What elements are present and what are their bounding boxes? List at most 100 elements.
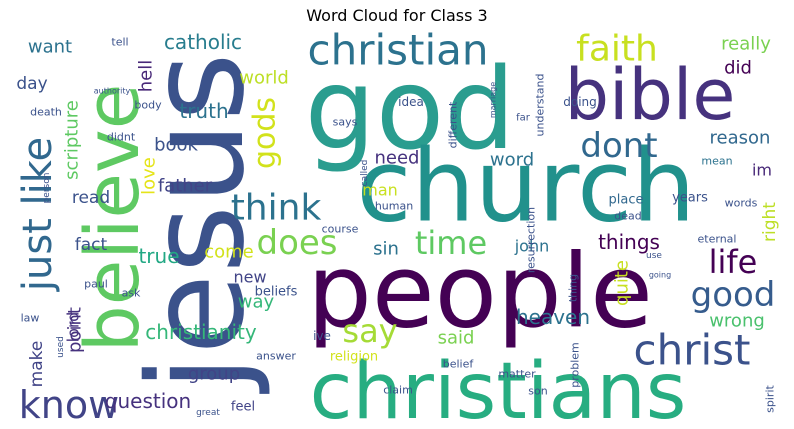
word-words: words (725, 197, 758, 210)
word-true: true (138, 244, 179, 268)
word-dead: dead (614, 210, 641, 223)
word-reason: reason (710, 128, 771, 149)
word-resurrection: resurrection (525, 207, 538, 273)
word-matter: matter (498, 368, 536, 381)
word-law: law (21, 312, 40, 325)
word-answer: answer (256, 350, 296, 363)
word-heaven: heaven (516, 305, 590, 329)
word-group: group (188, 364, 240, 385)
word-believe: believe (70, 84, 156, 352)
word-different: different (447, 101, 460, 148)
chart-title: Word Cloud for Class 3 (306, 6, 488, 25)
word-great: great (196, 408, 220, 418)
word-feel: feel (231, 400, 255, 415)
word-said: said (438, 328, 475, 349)
word-doing: doing (563, 95, 597, 109)
word-truth: truth (179, 99, 228, 123)
word-christians: christians (310, 347, 687, 429)
word-does: does (256, 223, 337, 263)
word-didnt: didnt (107, 131, 136, 144)
word-read: read (72, 188, 110, 208)
word-human: human (375, 200, 413, 213)
word-right: right (760, 202, 780, 242)
word-world: world (239, 68, 289, 89)
word-called: called (360, 160, 370, 187)
word-life: life (709, 243, 758, 281)
word-gods: gods (248, 97, 283, 169)
word-wrong: wrong (709, 311, 765, 332)
word-mean: mean (701, 155, 732, 168)
word-person: person (42, 173, 52, 204)
word-question: question (105, 389, 191, 413)
word-used: used (56, 336, 66, 358)
word-father: father (158, 176, 213, 197)
word-point: point (65, 307, 86, 353)
word-jesus: jesus (120, 52, 274, 394)
word-way: way (238, 292, 275, 313)
word-day: day (16, 74, 47, 94)
word-death: death (30, 106, 62, 119)
word-book: book (154, 135, 198, 156)
word-belief: belief (443, 358, 475, 371)
word-christian: christian (307, 26, 488, 75)
word-fact: fact (75, 235, 108, 255)
word-scripture: scripture (62, 100, 83, 180)
word-think: think (231, 188, 322, 229)
word-far: far (516, 113, 531, 124)
word-thing: thing (567, 274, 580, 302)
word-make: make (27, 341, 47, 388)
word-hell: hell (136, 60, 157, 92)
word-need: need (375, 148, 420, 169)
word-understand: understand (534, 74, 547, 137)
word-time: time (415, 224, 487, 262)
word-word: word (490, 150, 534, 171)
word-did: did (724, 58, 752, 79)
word-quite: quite (612, 260, 633, 306)
word-ive: ive (313, 329, 331, 343)
word-people: people (307, 233, 653, 352)
word-come: come (204, 242, 254, 263)
word-want: want (28, 37, 72, 58)
word-religion: religion (330, 350, 378, 365)
word-new: new (233, 268, 266, 287)
word-christ: christ (634, 326, 751, 375)
word-god: god (305, 45, 516, 175)
word-marriage: marriage (489, 82, 498, 118)
word-just-like: just like (15, 137, 61, 292)
word-problem: problem (569, 342, 582, 388)
word-authority: authority (94, 87, 131, 96)
word-spirit: spirit (764, 384, 777, 412)
word-really: really (721, 34, 771, 55)
word-says: says (333, 116, 358, 129)
word-love: love (139, 157, 160, 195)
word-paul: paul (84, 278, 108, 291)
word-know: know (19, 383, 119, 427)
word-claim: claim (383, 384, 413, 397)
word-say: say (342, 312, 397, 350)
word-son: son (528, 385, 547, 398)
word-place: place (609, 193, 644, 208)
word-good: good (691, 275, 776, 315)
word-man: man (362, 181, 398, 200)
word-bible: bible (565, 54, 736, 136)
word-lord: lord (64, 312, 83, 343)
word-years: years (672, 191, 708, 206)
word-im: im (752, 161, 772, 180)
word-eternal: eternal (698, 233, 737, 246)
word-sin: sin (373, 239, 399, 260)
word-idea: idea (398, 95, 424, 109)
word-christianity: christianity (145, 320, 257, 344)
word-course: course (322, 223, 359, 236)
word-church: church (356, 128, 695, 245)
word-use: use (646, 251, 662, 261)
word-faith: faith (576, 29, 658, 70)
word-tell: tell (111, 36, 128, 49)
word-ask: ask (122, 287, 141, 300)
word-dont: dont (580, 126, 657, 166)
word-john: john (514, 237, 550, 256)
word-going: going (649, 271, 671, 280)
word-catholic: catholic (164, 30, 242, 54)
word-things: things (598, 230, 660, 254)
word-beliefs: beliefs (255, 285, 298, 300)
